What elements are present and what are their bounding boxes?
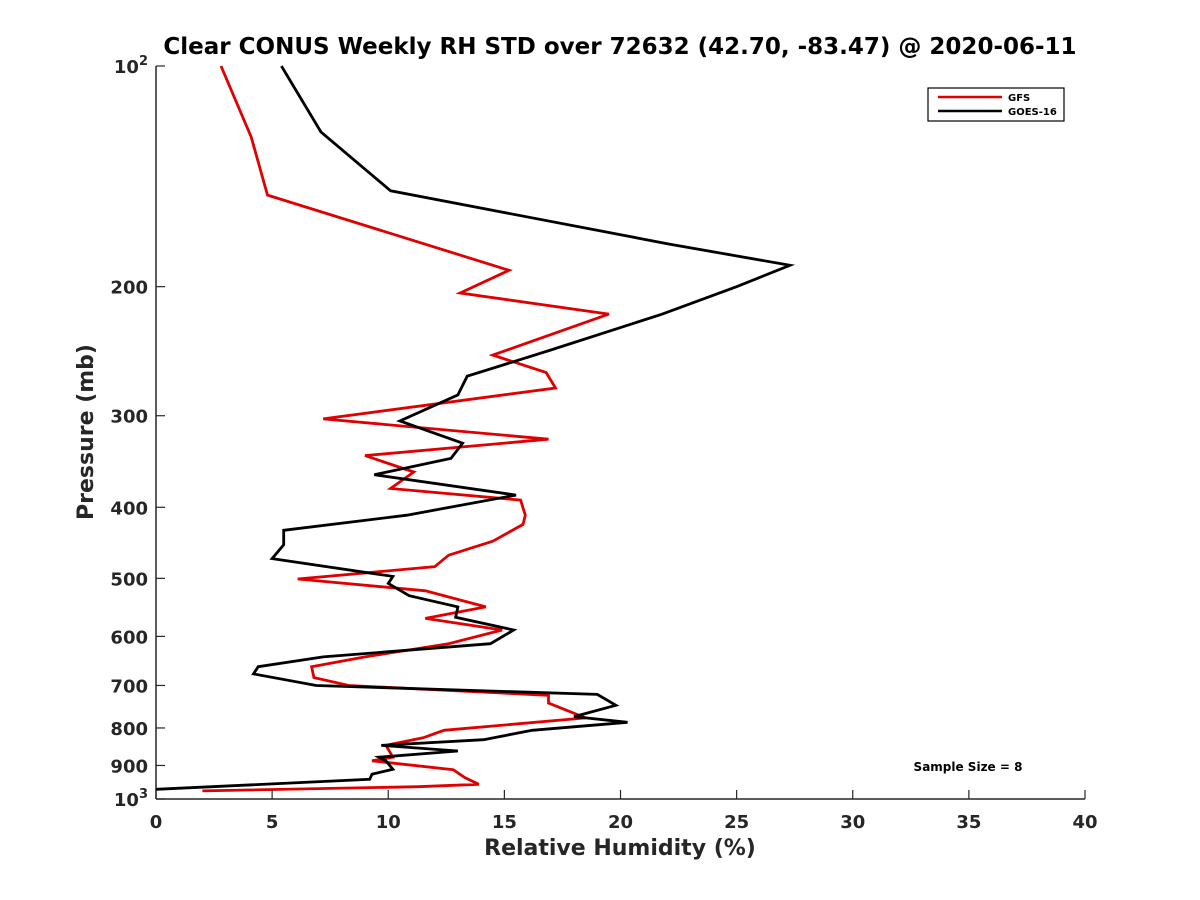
legend-label-goes16: GOES-16 [1008,107,1057,118]
legend: GFS GOES-16 [927,87,1065,122]
x-tick-label: 25 [724,812,749,833]
sample-size-annotation: Sample Size = 8 [914,760,1023,774]
x-tick-label: 20 [608,812,633,833]
y-axis-label: Pressure (mb) [74,344,99,520]
y-tick-label: 300 [110,407,148,428]
x-tick-label: 15 [492,812,517,833]
x-tick-label: 35 [956,812,981,833]
x-tick-label: 40 [1072,812,1097,833]
x-axis-label: Relative Humidity (%) [484,836,756,861]
x-tick-label: 10 [376,812,401,833]
x-tick-label: 5 [266,812,279,833]
legend-box [927,87,1065,122]
y-tick-label: 400 [110,498,148,519]
x-tick-label: 0 [150,812,163,833]
series-layer [155,65,796,793]
x-tick-label: 30 [840,812,865,833]
y-tick-label: 600 [110,627,148,648]
legend-label-gfs: GFS [1008,93,1030,104]
chart-title: Clear CONUS Weekly RH STD over 72632 (42… [163,34,1076,60]
ticks-layer: 0 5 10 15 20 25 30 35 40 102 200 300 400 500 600 700 800… [110,54,1097,833]
y-tick-label: 103 [114,787,148,811]
y-tick-label: 700 [110,676,148,697]
y-tick-label: 200 [110,278,148,299]
series-line-goes16 [155,65,796,791]
y-tick-label: 900 [110,756,148,777]
y-tick-label: 500 [110,569,148,590]
y-tick-label: 800 [110,719,148,740]
y-tick-label: 102 [114,54,148,78]
